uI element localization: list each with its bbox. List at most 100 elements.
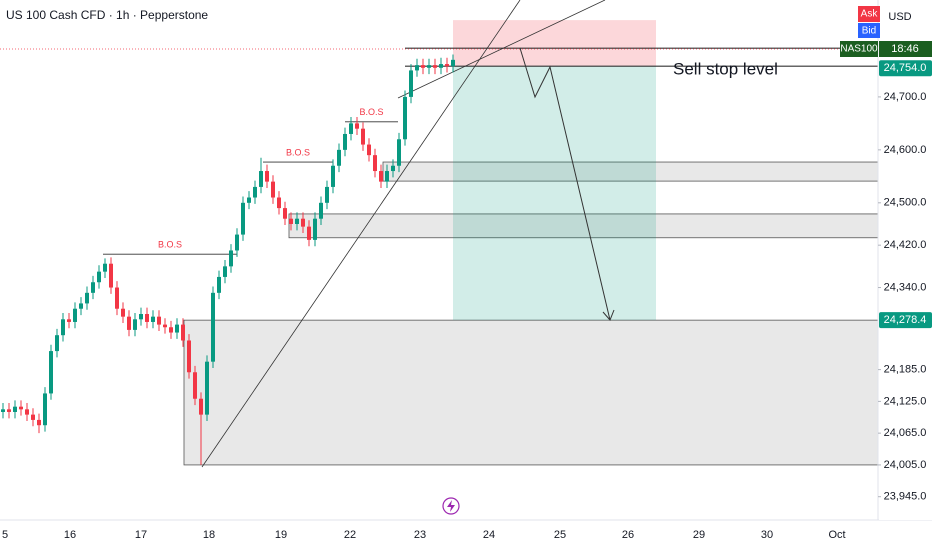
x-tick-label: 25 (554, 529, 566, 541)
candle-body (31, 414, 35, 420)
price-label-box (879, 60, 932, 77)
candle-body (211, 292, 215, 362)
candle-body (451, 59, 455, 67)
candle-body (349, 123, 353, 134)
candle-body (295, 218, 299, 224)
candle-body (169, 327, 173, 333)
candle-body (37, 419, 41, 426)
arrow-head (602, 309, 615, 321)
candle-body (385, 171, 389, 182)
zone (183, 319, 879, 466)
candle-body (301, 218, 305, 227)
candle-body (217, 276, 221, 293)
candle-body (139, 314, 143, 320)
candle-body (313, 218, 317, 240)
candle-body (337, 149, 341, 166)
risk-box (453, 20, 656, 67)
candle-body (289, 218, 293, 224)
candle-body (1, 409, 5, 412)
x-tick-label: 18 (203, 529, 215, 541)
y-tick-label: 24,700.0 (884, 91, 927, 103)
candle-body (85, 292, 89, 304)
candle-body (409, 70, 413, 97)
candle-body (73, 308, 77, 322)
candle-body (163, 324, 167, 328)
candle-body (145, 314, 149, 322)
price-label: 24,754.0 (884, 62, 927, 74)
candle-body (397, 139, 401, 166)
candle-body (79, 303, 83, 309)
y-tick-label: 24,340.0 (884, 281, 927, 293)
candle-body (193, 372, 197, 399)
ask-label[interactable]: Ask (861, 9, 879, 20)
y-tick-label: 24,420.0 (884, 239, 927, 251)
candle-body (67, 319, 71, 322)
price-label-box (879, 312, 932, 329)
trend-line (201, 0, 521, 468)
countdown: 18:46 (891, 43, 919, 55)
candle-body (247, 197, 251, 203)
candle-body (7, 409, 11, 412)
price-label: 24,278.4 (884, 314, 927, 326)
candle-body (205, 361, 209, 415)
bos-label: B.O.S (158, 240, 182, 250)
x-tick-label: 29 (693, 529, 705, 541)
x-tick-label: 24 (483, 529, 495, 541)
bos-label: B.O.S (359, 107, 383, 117)
price-axis-bg (879, 40, 932, 520)
candle-body (355, 123, 359, 129)
candle-body (91, 282, 95, 293)
countdown-box (879, 41, 932, 57)
bos-label: B.O.S (286, 147, 310, 157)
candle-body (277, 197, 281, 209)
candle-body (421, 65, 425, 68)
trend-line (397, 0, 606, 99)
candle-body (265, 171, 269, 182)
candle-body (25, 409, 29, 415)
lightning-icon (447, 500, 455, 512)
candle-body (343, 133, 347, 150)
candle-body (229, 250, 233, 267)
candle-body (307, 226, 311, 240)
ask-box[interactable] (858, 6, 880, 22)
bid-label[interactable]: Bid (862, 26, 876, 37)
candle-body (391, 165, 395, 172)
candle-body (115, 287, 119, 309)
candle-body (109, 263, 113, 288)
candle-body (43, 393, 47, 426)
x-tick-label: 16 (64, 529, 76, 541)
chart-title: US 100 Cash CFD · 1h · Pepperstone (6, 8, 208, 22)
x-tick-label: Oct (828, 529, 845, 541)
candle-body (49, 351, 53, 394)
candle-body (403, 96, 407, 140)
x-tick-label: 23 (414, 529, 426, 541)
y-tick-label: 24,125.0 (884, 395, 927, 407)
candle-body (427, 65, 431, 68)
candle-body (187, 340, 191, 373)
candle-body (103, 263, 107, 272)
bid-box[interactable] (858, 23, 880, 38)
symbol-box (840, 41, 878, 57)
candle-body (319, 202, 323, 219)
candle-body (61, 319, 65, 336)
candle-body (325, 186, 329, 203)
candle-body (379, 171, 383, 182)
candle-body (241, 202, 245, 235)
candle-body (259, 171, 263, 187)
y-tick-label: 24,065.0 (884, 427, 927, 439)
candle-body (181, 324, 185, 341)
candle-body (223, 266, 227, 277)
candle-body (157, 316, 161, 325)
projection-arrow (519, 47, 611, 321)
candle-body (433, 65, 437, 68)
y-tick-label: 24,185.0 (884, 364, 927, 376)
reward-box (453, 66, 656, 321)
candle-body (55, 335, 59, 352)
candle-body (235, 234, 239, 251)
candle-body (127, 316, 131, 330)
candle-body (439, 64, 443, 68)
candle-body (253, 186, 257, 198)
currency[interactable]: USD (888, 11, 911, 23)
